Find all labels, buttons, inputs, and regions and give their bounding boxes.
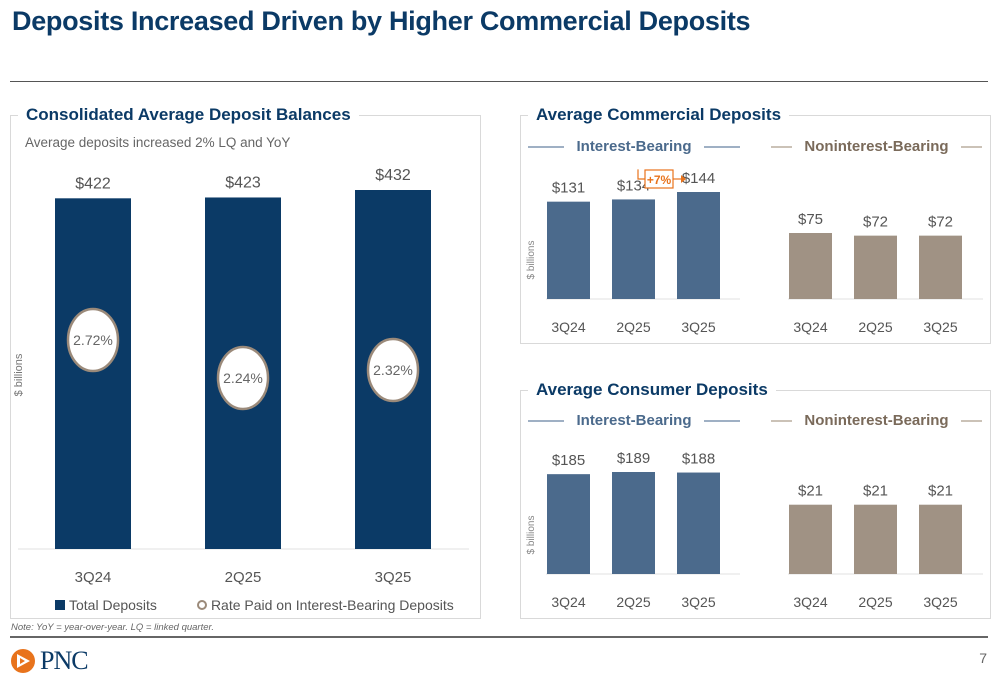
commercial-ib-header: Interest-Bearing [528,138,740,155]
bar-noninterest-bearing [919,235,962,299]
bar-interest-bearing [677,192,720,299]
x-tick-label: 2Q25 [225,569,262,586]
commercial-chart: $ billions $131 3Q24 $134 2Q25 $144 3Q25 $75 3Q2… [526,169,983,335]
bar-value-label: $75 [798,211,823,228]
consumer-title: Average Consumer Deposits [528,380,776,400]
commercial-title: Average Commercial Deposits [528,105,790,125]
x-tick-label: 3Q24 [793,594,827,610]
rate-paid-marker [216,345,270,411]
bar-value-label: $21 [863,483,888,500]
bar-interest-bearing [612,472,655,574]
legend-swatch-total-deposits [55,600,65,610]
header-rule [528,419,565,422]
bar-interest-bearing [612,199,655,299]
footer-divider [10,636,988,638]
x-tick-label: 3Q24 [75,569,112,586]
y-axis-label: $ billions [13,353,25,396]
consumer-nib-header: Noninterest-Bearing [771,412,982,429]
rate-paid-label: 2.32% [373,362,413,378]
bar-interest-bearing [547,474,590,574]
header-rule [771,419,793,422]
consolidated-chart: $ billions $422 3Q24 2.72% $423 2Q25 2.24% $432… [13,167,469,586]
bar-value-label: $131 [552,180,585,197]
consolidated-title: Consolidated Average Deposit Balances [18,105,359,125]
header-rule [528,145,565,148]
title-divider [10,81,988,82]
x-tick-label: 3Q25 [681,594,715,610]
bar-total-deposits [55,198,131,549]
page-title: Deposits Increased Driven by Higher Comm… [12,6,751,36]
header-rule [960,145,982,148]
x-tick-label: 3Q25 [681,319,715,335]
growth-arrow-head [681,175,686,183]
bar-noninterest-bearing [854,235,897,299]
legend-swatch-rate-paid [196,600,207,610]
header-rule [703,145,740,148]
bar-value-label: $423 [225,174,261,191]
x-tick-label: 2Q25 [858,319,892,335]
growth-badge-label: +7% [647,173,672,187]
bar-noninterest-bearing [854,504,897,574]
bar-interest-bearing [547,201,590,299]
rate-paid-marker [66,307,120,373]
consolidated-subtitle: Average deposits increased 2% LQ and YoY [25,135,291,150]
rate-paid-label: 2.24% [223,370,263,386]
bar-value-label: $422 [75,175,111,192]
bar-value-label: $72 [928,214,953,231]
commercial-nib-header: Noninterest-Bearing [771,138,982,155]
consolidated-legend: Total Deposits Rate Paid on Interest-Bea… [55,597,454,613]
legend-label-total-deposits: Total Deposits [69,597,157,613]
commercial-ib-label: Interest-Bearing [576,138,692,155]
rate-paid-label: 2.72% [73,332,113,348]
pnc-logo-icon [11,649,35,673]
bar-value-label: $432 [375,167,411,184]
consumer-chart: $ billions $185 3Q24 $189 2Q25 $188 3Q25 $21 3Q2… [526,450,983,610]
bar-value-label: $134 [617,177,650,194]
x-tick-label: 3Q25 [923,594,957,610]
bar-value-label: $144 [682,170,715,187]
x-tick-label: 3Q25 [375,569,412,586]
consumer-nib-label: Noninterest-Bearing [804,412,949,429]
x-tick-label: 3Q24 [551,594,585,610]
growth-connector [637,169,645,180]
y-axis-label: $ billions [526,241,537,280]
legend-label-rate-paid: Rate Paid on Interest-Bearing Deposits [210,597,454,613]
page-number: 7 [979,650,987,666]
header-rule [960,419,982,422]
header-rule [771,145,793,148]
x-tick-label: 2Q25 [858,594,892,610]
x-tick-label: 3Q24 [793,319,827,335]
bar-value-label: $188 [682,451,715,468]
bar-value-label: $21 [928,483,953,500]
x-tick-label: 2Q25 [616,319,650,335]
commercial-nib-label: Noninterest-Bearing [804,138,949,155]
pnc-logo: PNC [10,646,89,676]
bar-value-label: $72 [863,214,888,231]
bar-interest-bearing [677,472,720,574]
x-tick-label: 3Q24 [551,319,585,335]
bar-noninterest-bearing [789,233,832,299]
bar-value-label: $185 [552,452,585,469]
bar-noninterest-bearing [919,504,962,574]
bar-value-label: $21 [798,483,823,500]
footnote: Note: YoY = year-over-year. LQ = linked … [11,622,214,633]
bar-noninterest-bearing [789,504,832,574]
y-axis-label: $ billions [526,516,537,555]
rate-paid-marker [366,337,420,403]
consumer-ib-header: Interest-Bearing [528,412,740,429]
header-rule [703,419,740,422]
x-tick-label: 2Q25 [616,594,650,610]
bar-value-label: $189 [617,450,650,467]
x-tick-label: 3Q25 [923,319,957,335]
pnc-logo-text: PNC [40,646,89,675]
consumer-ib-label: Interest-Bearing [576,412,692,429]
